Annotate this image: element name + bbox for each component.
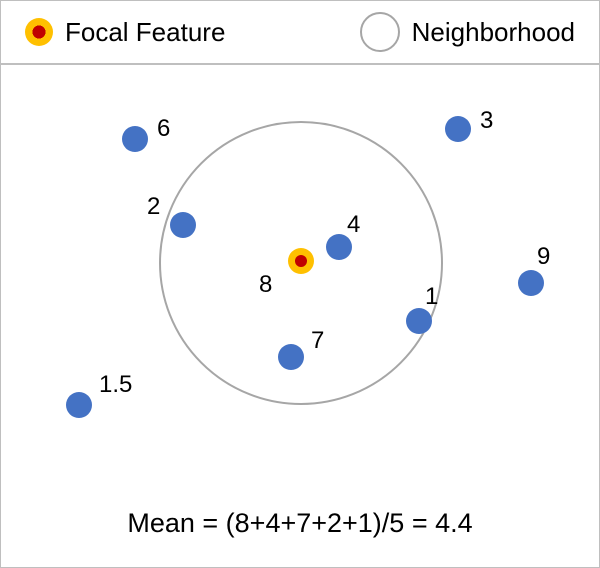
data-point-label: 4 <box>347 211 360 239</box>
data-point-label: 1.5 <box>99 371 132 399</box>
data-point-label: 7 <box>311 327 324 355</box>
data-point <box>278 344 304 370</box>
data-point-label: 6 <box>157 115 170 143</box>
data-point <box>122 126 148 152</box>
mean-formula: Mean = (8+4+7+2+1)/5 = 4.4 <box>1 508 599 539</box>
data-point-label: 1 <box>425 283 438 311</box>
data-point-label: 2 <box>147 193 160 221</box>
legend-label-neighborhood: Neighborhood <box>412 17 575 48</box>
focal-point <box>288 248 314 274</box>
data-point <box>445 116 471 142</box>
data-point <box>518 270 544 296</box>
data-point-label: 9 <box>537 243 550 271</box>
diagram-frame: Focal Feature Neighborhood 6 3 2 4 9 1 7 1.5 8 M… <box>0 0 600 568</box>
chart-area: 6 3 2 4 9 1 7 1.5 8 <box>1 67 599 567</box>
neighborhood-icon <box>360 12 400 52</box>
focal-point-label: 8 <box>259 271 272 299</box>
data-point <box>170 212 196 238</box>
legend-item-neighborhood: Neighborhood <box>360 12 575 52</box>
data-point <box>66 392 92 418</box>
legend-label-focal: Focal Feature <box>65 17 225 48</box>
data-point <box>406 308 432 334</box>
legend-item-focal: Focal Feature <box>25 17 225 48</box>
data-point-label: 3 <box>480 107 493 135</box>
legend: Focal Feature Neighborhood <box>1 1 599 65</box>
focal-feature-icon <box>25 18 53 46</box>
